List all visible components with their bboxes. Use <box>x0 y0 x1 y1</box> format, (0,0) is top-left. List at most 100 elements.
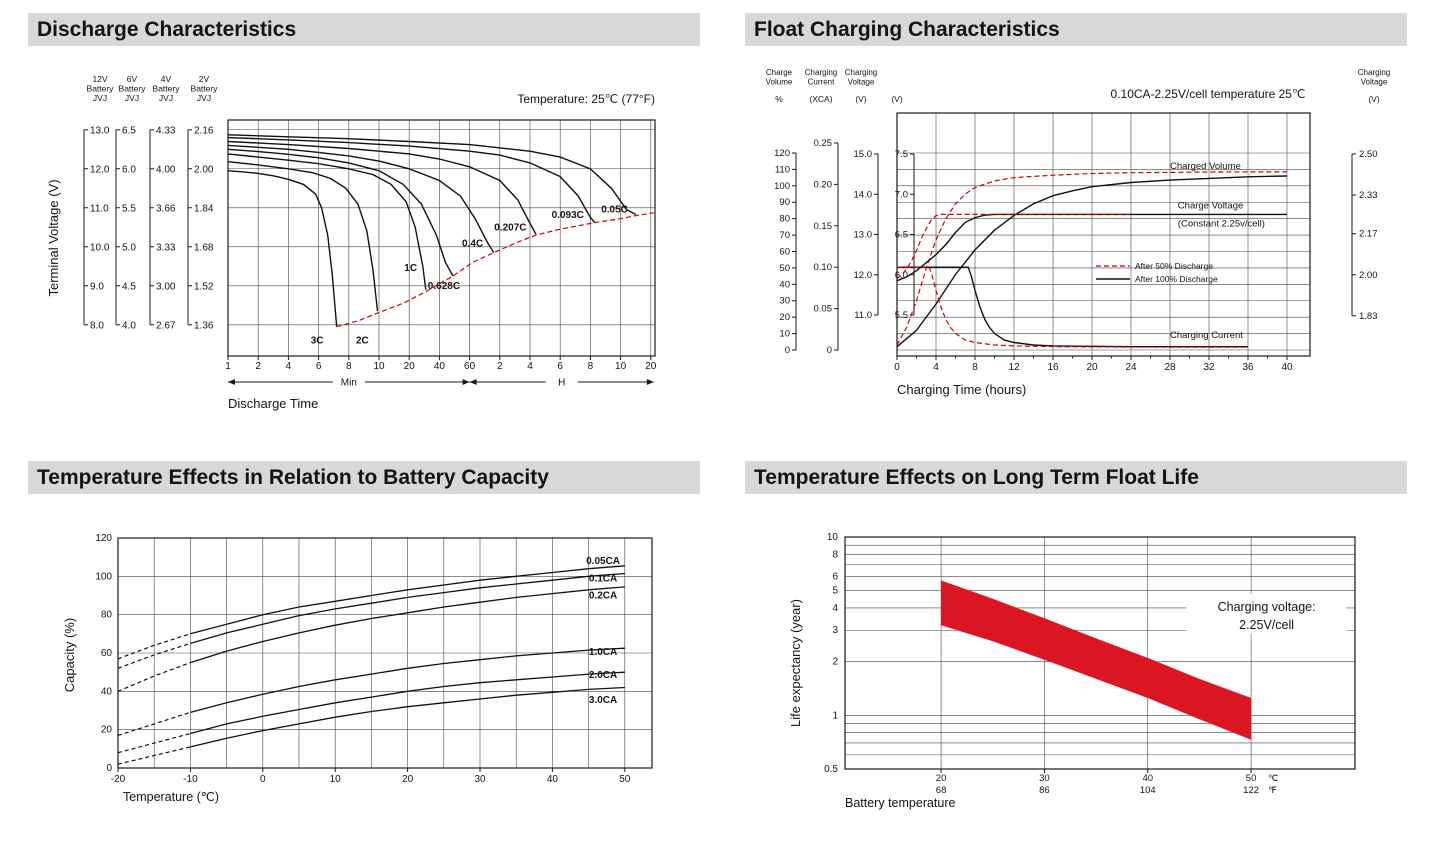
svg-text:5.5: 5.5 <box>895 310 908 321</box>
svg-text:1.84: 1.84 <box>194 203 214 214</box>
svg-text:10: 10 <box>373 361 385 372</box>
series-final-discharge-voltage <box>336 212 654 328</box>
svg-text:Charging: Charging <box>1358 68 1390 77</box>
svg-text:0.05C: 0.05C <box>601 205 628 216</box>
svg-text:70: 70 <box>779 230 790 241</box>
svg-text:Current: Current <box>808 78 835 87</box>
svg-text:80: 80 <box>779 214 790 225</box>
svg-text:0.628C: 0.628C <box>428 281 460 292</box>
svg-text:8: 8 <box>972 362 978 373</box>
svg-text:12.0: 12.0 <box>90 164 110 175</box>
svg-text:8: 8 <box>346 361 352 372</box>
svg-text:80: 80 <box>101 610 113 621</box>
series-3.0CA-dashed <box>117 746 191 765</box>
svg-text:20: 20 <box>936 773 947 784</box>
svg-text:122: 122 <box>1243 785 1259 796</box>
svg-text:2.33: 2.33 <box>1359 190 1378 201</box>
svg-text:4V: 4V <box>161 74 172 84</box>
series-volt-dashed <box>896 213 1131 280</box>
svg-text:0.207C: 0.207C <box>494 222 526 233</box>
svg-text:28: 28 <box>1164 362 1176 373</box>
svg-text:Min: Min <box>341 378 357 389</box>
svg-text:36: 36 <box>1242 362 1254 373</box>
arrow-left <box>469 379 477 385</box>
x-axis-label: Charging Time (hours) <box>897 382 1026 397</box>
svg-text:40: 40 <box>434 361 446 372</box>
svg-text:0: 0 <box>785 345 790 356</box>
arrow-right <box>646 379 654 385</box>
svg-text:0: 0 <box>106 763 112 774</box>
discharge-characteristics-chart: 12VBatteryJVJ13.012.011.010.09.08.06VBat… <box>46 74 657 411</box>
series-0.4C <box>227 144 495 253</box>
svg-text:Voltage: Voltage <box>848 78 875 87</box>
svg-text:JVJ: JVJ <box>93 93 107 103</box>
svg-text:2C: 2C <box>356 335 369 346</box>
plot-border <box>227 119 656 357</box>
svg-text:50: 50 <box>1246 773 1257 784</box>
svg-text:0.2CA: 0.2CA <box>589 591 617 602</box>
svg-text:16: 16 <box>1047 362 1059 373</box>
svg-text:13.0: 13.0 <box>854 230 873 241</box>
svg-text:1C: 1C <box>404 263 417 274</box>
svg-text:0.20: 0.20 <box>814 179 833 190</box>
svg-text:2.17: 2.17 <box>1359 229 1378 240</box>
arrow-left <box>228 379 235 385</box>
series-0.05C <box>227 134 637 216</box>
svg-text:(XCA): (XCA) <box>809 94 832 104</box>
series-0.1CA <box>190 572 625 645</box>
series-xca-dashed <box>897 266 1248 348</box>
svg-text:Battery: Battery <box>153 84 181 94</box>
plot-border <box>896 112 1311 357</box>
float-charging-characteristics-chart: 0102030405060708090100110120ChargeVolume… <box>766 68 1391 397</box>
svg-text:After 100% Discharge: After 100% Discharge <box>1135 274 1218 284</box>
x-axis-label: Discharge Time <box>228 396 318 411</box>
svg-text:6: 6 <box>316 361 322 372</box>
svg-text:20: 20 <box>101 725 113 736</box>
svg-text:Charge Voltage: Charge Voltage <box>1178 201 1244 212</box>
series-0.05CA <box>190 565 625 635</box>
series-2C <box>227 161 379 312</box>
temperature-note: Temperature: 25℃ (77°F) <box>517 92 655 106</box>
y-axis-label: Capacity (%) <box>62 618 77 692</box>
section-title-float-life: Temperature Effects on Long Term Float L… <box>745 461 1407 494</box>
series-volt-solid <box>896 213 1287 282</box>
float-life-chart: Charging voltage:2.25V/cell1086543210.52… <box>788 532 1356 810</box>
svg-text:10: 10 <box>330 774 342 785</box>
svg-text:3: 3 <box>832 625 838 636</box>
svg-text:50: 50 <box>619 774 631 785</box>
temperature-capacity-chart: 0 20 40 60 80 100 120 -20 -10 0 10 20 30 40 50 Temperat… <box>62 533 653 804</box>
svg-text:12V: 12V <box>92 74 107 84</box>
series-0.628C <box>227 148 454 277</box>
x-axis-label: Temperature (℃) <box>123 790 219 804</box>
svg-text:30: 30 <box>1039 773 1050 784</box>
svg-text:5: 5 <box>832 586 838 597</box>
svg-text:110: 110 <box>775 164 790 175</box>
svg-text:4.33: 4.33 <box>156 125 176 136</box>
svg-text:4.5: 4.5 <box>122 281 136 292</box>
svg-text:13.0: 13.0 <box>90 125 110 136</box>
svg-text:120: 120 <box>95 533 112 544</box>
svg-text:20: 20 <box>1086 362 1098 373</box>
svg-text:6: 6 <box>557 361 563 372</box>
series-0.207C <box>227 140 537 235</box>
series-0.2CA <box>190 586 625 664</box>
svg-text:7.5: 7.5 <box>895 149 908 160</box>
svg-text:Voltage: Voltage <box>1361 78 1388 87</box>
float-life-band <box>941 580 1252 740</box>
arrow-right <box>462 379 470 385</box>
svg-text:Charge: Charge <box>766 68 793 77</box>
svg-text:20: 20 <box>402 774 414 785</box>
svg-text:1: 1 <box>832 710 838 721</box>
series-1C <box>227 153 427 290</box>
svg-text:0.5: 0.5 <box>824 764 838 775</box>
svg-text:6.5: 6.5 <box>895 230 908 241</box>
svg-text:JVJ: JVJ <box>125 93 139 103</box>
svg-text:12: 12 <box>1008 362 1020 373</box>
svg-text:11.0: 11.0 <box>854 310 872 321</box>
section-title-float-charging: Float Charging Characteristics <box>745 13 1407 46</box>
fahrenheit-unit: ℉ <box>1268 785 1277 795</box>
svg-text:0: 0 <box>894 362 900 373</box>
series-1.0CA <box>190 647 625 714</box>
y-axis-label: Life expectancy (year) <box>788 599 803 727</box>
series-pct-solid <box>896 175 1288 348</box>
